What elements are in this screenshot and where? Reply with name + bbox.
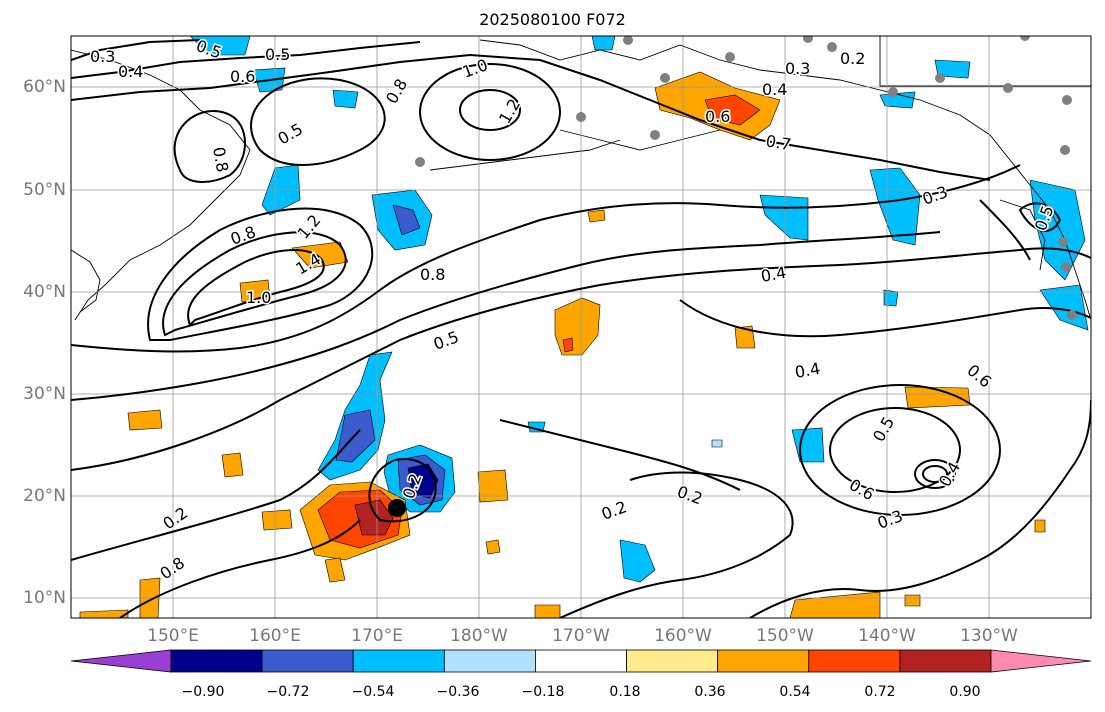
colorbar-tick-label: −0.72 <box>266 684 310 700</box>
lon-label: 180°W <box>450 626 508 646</box>
station-dots <box>415 36 1077 320</box>
map-title: 2025080100 F072 <box>479 10 626 29</box>
colorbar-segment <box>626 649 719 673</box>
colorbar-segment <box>170 649 263 673</box>
colorbar-tick-label: 0.54 <box>779 684 811 700</box>
lon-label: 170°W <box>552 626 610 646</box>
lat-label: 10°N <box>23 588 66 608</box>
contour-label: 1.0 <box>246 288 271 307</box>
lat-label: 30°N <box>23 384 66 404</box>
contour-label: 0.4 <box>762 80 787 99</box>
graticule <box>71 36 1091 618</box>
lat-label: 60°N <box>23 77 66 97</box>
contour-label: 0.6 <box>705 107 730 126</box>
contour-label: 0.4 <box>118 62 143 81</box>
contour-label: 0.8 <box>420 265 445 284</box>
map-plot-area: 0.30.40.5 0.50.6 0.80.51.01.20.80.40.30.20… <box>71 36 1091 618</box>
lon-label: 140°W <box>858 626 916 646</box>
coastlines <box>71 36 1091 321</box>
colorbar-tick-label: 0.18 <box>609 684 641 700</box>
storm-center-marker <box>388 499 406 517</box>
contour-label: 0.8 <box>209 145 232 173</box>
lat-label: 40°N <box>23 282 66 302</box>
shaded-anomalies <box>79 36 1089 618</box>
lat-label: 50°N <box>23 180 66 200</box>
contour-label: 0.2 <box>840 49 865 68</box>
lon-label: 160°W <box>654 626 712 646</box>
lon-label: 130°W <box>960 626 1018 646</box>
colorbar-segment <box>717 649 810 673</box>
contour-label: 0.5 <box>265 45 290 64</box>
lat-label: 20°N <box>23 486 66 506</box>
lon-label: 150°W <box>756 626 814 646</box>
colorbar <box>70 649 1092 673</box>
colorbar-tick-label: 0.90 <box>949 684 981 700</box>
colorbar-tick-label: 0.36 <box>694 684 726 700</box>
colorbar-segment <box>261 649 354 673</box>
colorbar-tick-label: −0.90 <box>181 684 225 700</box>
colorbar-over-triangle <box>990 649 1092 673</box>
colorbar-segment <box>899 649 992 673</box>
colorbar-tick-label: −0.54 <box>351 684 395 700</box>
contour-label: 0.3 <box>785 59 810 78</box>
lon-label: 150°E <box>147 626 199 646</box>
colorbar-segment <box>808 649 901 673</box>
colorbar-segment <box>352 649 445 673</box>
colorbar-tick-label: −0.36 <box>436 684 480 700</box>
colorbar-segment <box>443 649 536 673</box>
contours <box>71 39 1091 618</box>
colorbar-under-triangle <box>70 649 172 673</box>
lon-label: 170°E <box>351 626 403 646</box>
contour-label: 0.3 <box>90 47 115 66</box>
colorbar-segment <box>535 649 627 673</box>
contour-label: 0.6 <box>230 67 255 86</box>
colorbar-tick-label: −0.18 <box>521 684 565 700</box>
lon-label: 160°E <box>249 626 301 646</box>
colorbar-tick-label: 0.72 <box>864 684 896 700</box>
